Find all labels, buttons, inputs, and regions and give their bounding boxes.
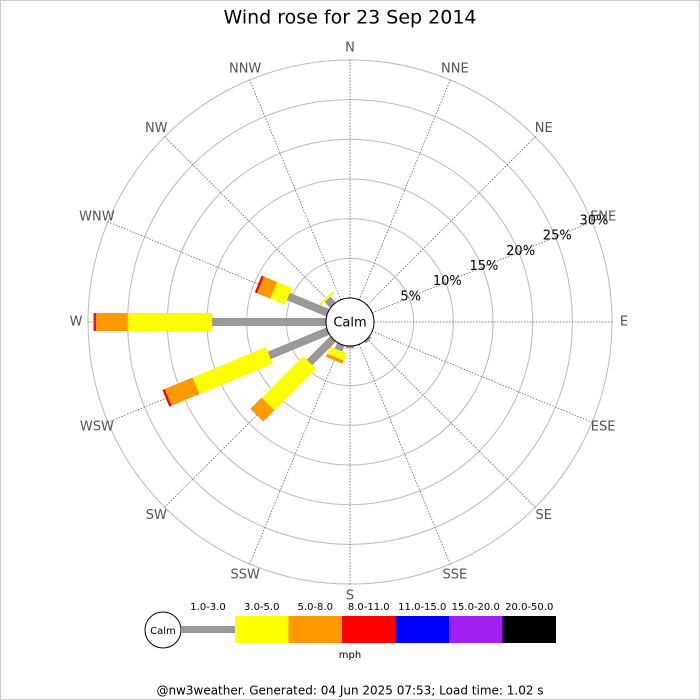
direction-label: ESE: [591, 419, 616, 434]
bar-segment: [254, 275, 264, 294]
legend-swatch: [342, 616, 396, 643]
direction-label: ENE: [590, 210, 616, 225]
bar-segment: [267, 327, 330, 360]
spoke: [248, 77, 342, 300]
spoke: [372, 330, 595, 424]
spoke: [366, 135, 537, 306]
spoke: [366, 338, 537, 509]
legend-label: 1.0-3.0: [190, 602, 225, 613]
legend-label: 5.0-8.0: [298, 602, 333, 613]
legend-swatch: [449, 616, 503, 643]
direction-label: SSW: [230, 568, 260, 583]
legend-swatch: [288, 616, 342, 643]
legend-label: 3.0-5.0: [244, 602, 279, 613]
bar-segment: [164, 377, 200, 406]
spoke: [358, 77, 452, 300]
direction-label: SSE: [442, 568, 467, 583]
bar-segment: [261, 356, 316, 411]
spoke: [248, 344, 342, 567]
direction-label: S: [346, 589, 354, 604]
r-tick-label: 5%: [400, 289, 421, 304]
direction-label: E: [620, 315, 628, 330]
legend-label: 20.0-50.0: [505, 602, 553, 613]
bar-segment: [324, 296, 336, 308]
bar-segment: [192, 347, 273, 395]
bar-segment: [334, 342, 345, 352]
direction-label: WNW: [79, 210, 115, 225]
legend-swatch: [235, 616, 289, 643]
bar-segment: [250, 397, 275, 422]
direction-label: SE: [536, 508, 552, 523]
direction-label: NW: [145, 121, 168, 136]
direction-label: WSW: [80, 419, 114, 434]
legend-swatch: [395, 616, 449, 643]
direction-label: W: [70, 315, 83, 330]
direction-label: SW: [146, 508, 167, 523]
legend-swatch: [181, 626, 235, 633]
r-tick-label: 10%: [433, 274, 462, 289]
r-tick-label: 15%: [470, 259, 499, 274]
spoke: [358, 344, 452, 567]
legend-label: 15.0-20.0: [452, 602, 500, 613]
legend-unit: mph: [339, 650, 361, 661]
legend-label: 8.0-11.0: [348, 602, 390, 613]
bar-segment: [306, 336, 336, 366]
spoke: [163, 135, 334, 306]
r-tick-label: 25%: [543, 229, 572, 244]
direction-label: N: [345, 41, 355, 56]
bar-segment: [327, 346, 347, 361]
legend-calm-label: Calm: [150, 626, 176, 637]
bar-segment: [256, 276, 278, 299]
bar-segment: [162, 389, 172, 407]
direction-label: NE: [535, 121, 553, 136]
direction-label: NNE: [441, 61, 469, 76]
calm-circle: [325, 297, 375, 347]
spoke: [372, 220, 595, 314]
r-tick-label: 30%: [579, 213, 608, 228]
legend-swatch: [502, 616, 556, 643]
r-tick-label: 20%: [506, 244, 535, 259]
footer: @nw3weather. Generated: 04 Jun 2025 07:5…: [156, 684, 543, 698]
direction-label: NNW: [229, 61, 261, 76]
bar-segment: [319, 291, 334, 306]
bar-segment: [325, 353, 344, 364]
legend-label: 11.0-15.0: [398, 602, 446, 613]
calm-label: Calm: [333, 316, 366, 331]
chart-title: Wind rose for 23 Sep 2014: [223, 7, 476, 29]
bar-segment: [286, 292, 330, 317]
bar-segment: [270, 282, 292, 305]
